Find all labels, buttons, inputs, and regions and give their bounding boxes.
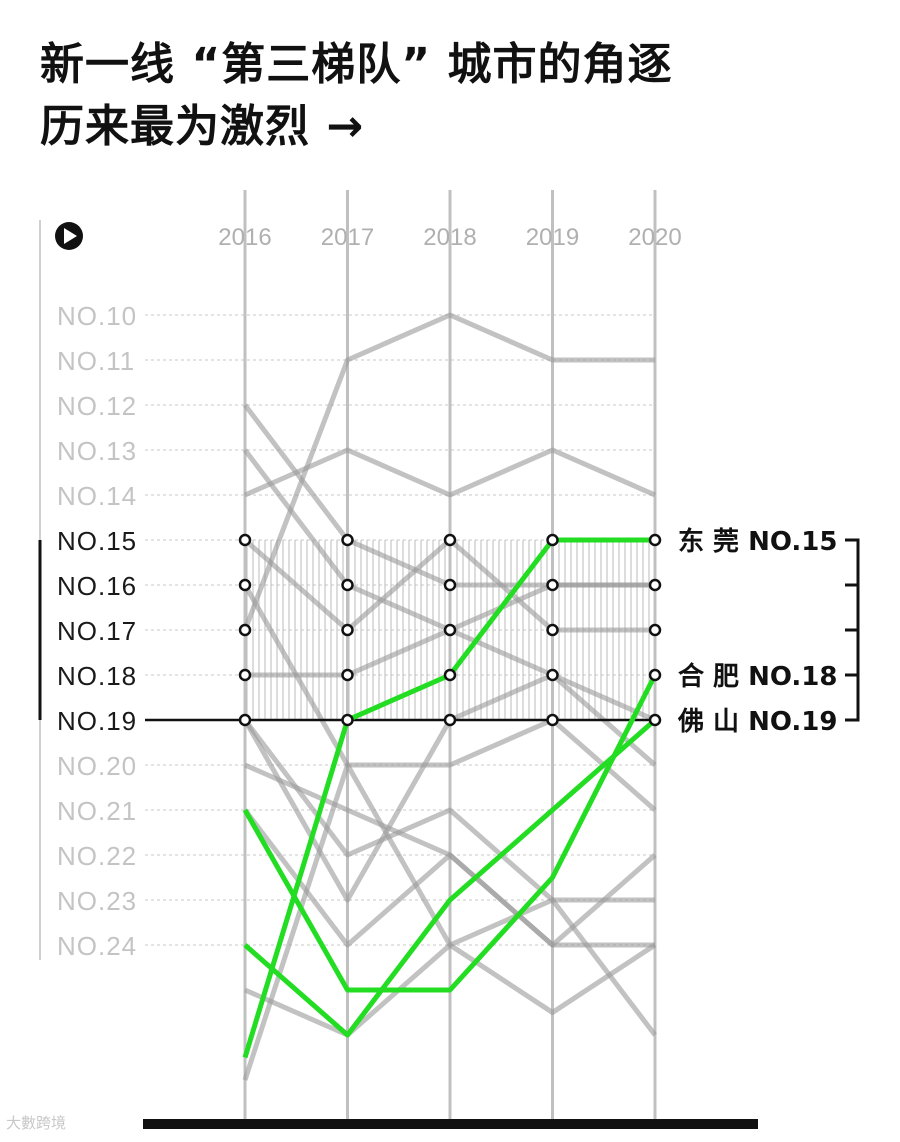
rank-dot [443, 533, 457, 547]
series-11 [242, 583, 657, 812]
title-line-1: 新一线 “第三梯队” 城市的角逐 [40, 39, 673, 90]
year-label: 2016 [218, 224, 271, 251]
series-3 [242, 312, 655, 631]
rank-tick-label: NO.16 [57, 571, 137, 601]
rank-dot [648, 533, 662, 547]
rank-dot [238, 578, 252, 592]
play-icon[interactable] [55, 222, 83, 250]
rank-tick-label: NO.23 [57, 886, 137, 916]
rank-dot [238, 533, 252, 547]
rank-tick-label: NO.19 [57, 706, 137, 736]
rank-dot [341, 623, 354, 637]
rank-dot [546, 713, 559, 727]
rank-dot [341, 668, 354, 682]
rank-tick-label: NO.10 [57, 301, 137, 331]
year-label: 2019 [526, 224, 579, 251]
rank-dot [546, 623, 559, 637]
rank-dot [546, 668, 559, 682]
city-annotation: 佛 山 NO.19 [677, 707, 837, 737]
rank-dot [443, 578, 457, 592]
rank-dot [443, 623, 457, 637]
rank-dot [238, 623, 252, 637]
rank-tick-label: NO.11 [57, 346, 135, 376]
rank-tick-label: NO.13 [57, 436, 137, 466]
page-title: 新一线 “第三梯队” 城市的角逐 历来最为激烈 → [40, 34, 672, 158]
year-label: 2017 [321, 224, 374, 251]
rank-tick-label: NO.24 [57, 931, 137, 961]
rank-dot [238, 668, 252, 682]
rank-tick-label: NO.20 [57, 751, 137, 781]
rank-dot [648, 713, 662, 727]
rank-dot [648, 578, 662, 592]
highlight-series-2 [243, 718, 657, 1038]
city-annotation: 合 肥 NO.18 [678, 661, 837, 692]
series-4 [243, 447, 657, 498]
rank-dot [546, 533, 559, 547]
rank-dot [648, 623, 662, 637]
year-label: 2020 [628, 224, 681, 251]
rank-tick-label: NO.14 [57, 481, 137, 511]
bottom-bar [143, 1119, 758, 1129]
rank-tick-label: NO.18 [57, 661, 137, 691]
rank-dot [341, 533, 354, 547]
year-label: 2018 [423, 224, 476, 251]
rank-dot [341, 578, 354, 592]
rank-dot [238, 713, 252, 727]
series-14 [243, 808, 655, 948]
rank-tick-label: NO.17 [57, 616, 137, 646]
city-annotation: 东 莞 NO.15 [678, 526, 837, 557]
rank-tick-label: NO.22 [57, 841, 137, 871]
series-15 [243, 942, 657, 1038]
rank-dot [443, 668, 457, 682]
rank-tick-label: NO.15 [57, 526, 137, 556]
highlight-series-1 [242, 673, 658, 993]
rank-dot [443, 713, 457, 727]
rank-dot [341, 713, 354, 727]
rank-dot [546, 578, 559, 592]
rank-tick-label: NO.21 [57, 796, 137, 826]
title-line-2: 历来最为激烈 → [40, 101, 365, 152]
rank-dot [648, 668, 662, 682]
watermark: 大數跨境 [6, 1114, 67, 1132]
rank-tick-label: NO.12 [57, 391, 137, 421]
